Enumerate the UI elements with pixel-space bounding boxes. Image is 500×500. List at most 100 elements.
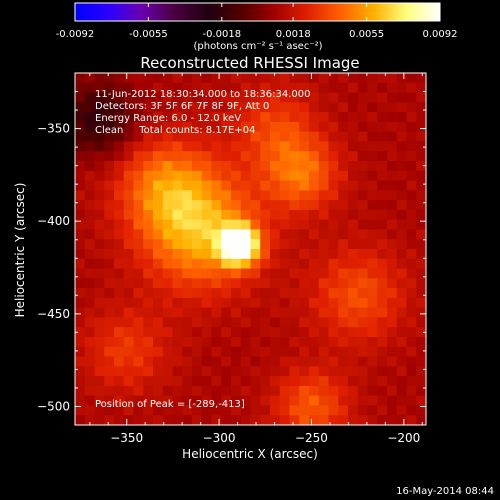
heatmap-cell: [387, 288, 398, 299]
heatmap-cell: [377, 297, 388, 309]
heatmap-cell: [104, 405, 115, 416]
heatmap-cell: [231, 200, 242, 211]
heatmap-cell: [94, 200, 105, 211]
heatmap-cell: [299, 161, 310, 172]
heatmap-cell: [348, 229, 359, 240]
heatmap-cell: [192, 297, 203, 309]
heatmap-cell: [367, 415, 378, 425]
heatmap-cell: [338, 200, 349, 211]
heatmap-cell: [387, 121, 398, 133]
heatmap-cell: [299, 112, 310, 123]
heatmap-cell: [201, 405, 213, 416]
heatmap-cell: [328, 190, 339, 201]
heatmap-cell: [299, 288, 310, 299]
heatmap-cell: [114, 337, 125, 348]
heatmap-cell: [260, 112, 271, 123]
heatmap-cell: [338, 151, 349, 162]
heatmap-cell: [143, 112, 154, 123]
heatmap-cell: [357, 327, 369, 338]
heatmap-cell: [348, 73, 359, 84]
heatmap-cell: [250, 405, 261, 416]
heatmap-cell: [104, 151, 115, 162]
heatmap-cell: [75, 307, 86, 319]
heatmap-cell: [123, 288, 135, 299]
x-axis-label: Heliocentric X (arcsec): [182, 447, 318, 461]
heatmap-cell: [172, 239, 183, 250]
heatmap-cell: [201, 82, 213, 94]
heatmap-cell: [75, 297, 86, 309]
heatmap-cell: [377, 395, 388, 407]
heatmap-cell: [279, 121, 291, 133]
heatmap-cell: [406, 278, 417, 289]
heatmap-cell: [387, 102, 398, 113]
heatmap-cell: [123, 180, 135, 191]
heatmap-cell: [153, 405, 164, 416]
heatmap-cell: [270, 356, 281, 367]
heatmap-cell: [396, 385, 408, 397]
heatmap-cell: [260, 395, 271, 407]
heatmap-cell: [162, 229, 174, 240]
heatmap-cell: [250, 121, 261, 133]
heatmap-cell: [162, 190, 174, 201]
heatmap-cell: [338, 249, 349, 260]
heatmap-cell: [75, 366, 86, 377]
heatmap-cell: [279, 385, 291, 397]
heatmap-cell: [289, 317, 300, 328]
heatmap-cell: [84, 102, 96, 113]
heatmap-cell: [348, 405, 359, 416]
heatmap-cell: [387, 190, 398, 201]
heatmap-cell: [348, 170, 359, 182]
heatmap-cell: [416, 92, 426, 103]
heatmap-cell: [240, 121, 252, 133]
heatmap-cell: [406, 200, 417, 211]
heatmap-cell: [143, 366, 154, 377]
heatmap-cell: [367, 346, 378, 358]
heatmap-cell: [338, 268, 349, 279]
heatmap-cell: [348, 151, 359, 162]
heatmap-cell: [172, 415, 183, 425]
heatmap-cell: [299, 190, 310, 201]
heatmap-cell: [182, 239, 193, 250]
heatmap-cell: [270, 229, 281, 240]
heatmap-cell: [270, 219, 281, 231]
heatmap-cell: [153, 415, 164, 425]
heatmap-cell: [377, 219, 388, 231]
heatmap-cell: [172, 385, 183, 397]
heatmap-cell: [201, 415, 213, 425]
heatmap-cell: [123, 356, 135, 367]
heatmap-cell: [328, 229, 339, 240]
heatmap-cell: [182, 102, 193, 113]
heatmap-cell: [338, 288, 349, 299]
heatmap-cell: [172, 102, 183, 113]
heatmap-cell: [133, 415, 144, 425]
heatmap-cell: [367, 239, 378, 250]
heatmap-cell: [406, 219, 417, 231]
heatmap-cell: [289, 405, 300, 416]
heatmap-cell: [75, 151, 86, 162]
heatmap-cell: [416, 395, 426, 407]
heatmap-cell: [348, 161, 359, 172]
heatmap-cell: [211, 307, 222, 319]
heatmap-cell: [114, 219, 125, 231]
heatmap-cell: [357, 200, 369, 211]
heatmap-cell: [84, 200, 96, 211]
heatmap-cell: [153, 239, 164, 250]
heatmap-cell: [309, 415, 320, 425]
heatmap-cell: [260, 141, 271, 152]
heatmap-cell: [182, 161, 193, 172]
heatmap-cell: [357, 180, 369, 191]
heatmap-cell: [114, 131, 125, 143]
heatmap-cell: [270, 405, 281, 416]
heatmap-cell: [84, 297, 96, 309]
heatmap-cell: [416, 229, 426, 240]
heatmap-cell: [84, 356, 96, 367]
heatmap-cell: [133, 317, 144, 328]
heatmap-cell: [250, 307, 261, 319]
heatmap-cell: [377, 405, 388, 416]
heatmap-cell: [270, 170, 281, 182]
heatmap-cell: [133, 376, 144, 387]
heatmap-cell: [240, 366, 252, 377]
heatmap-cell: [357, 268, 369, 279]
heatmap-cell: [211, 385, 222, 397]
